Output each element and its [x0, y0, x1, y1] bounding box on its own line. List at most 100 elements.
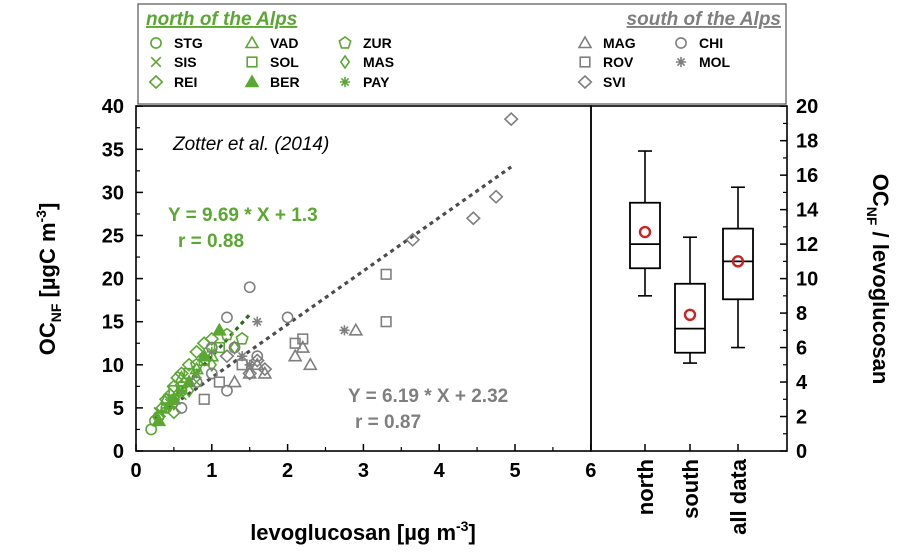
point-pay [176, 385, 187, 396]
box-category-label-all-data: all data [726, 458, 751, 535]
point-mas [206, 357, 217, 373]
point-mol [339, 325, 350, 336]
legend-south-title: south of the Alps [627, 9, 781, 30]
legend-label-rei: REI [174, 74, 197, 90]
box-plot-frame [590, 105, 788, 452]
point-mag [242, 365, 258, 379]
point-mag [227, 374, 242, 388]
y-axis-label-right: OCNF / levoglucosan [864, 174, 893, 385]
legend-label-chi: CHI [699, 35, 723, 51]
legend-label-rov: ROV [603, 54, 634, 70]
box-mean-south [683, 308, 697, 322]
point-chi [251, 350, 264, 363]
y-tick-label-15: 15 [102, 312, 124, 334]
point-ber [196, 348, 212, 362]
legend-label-stg: STG [174, 35, 203, 51]
right-tick-label-20: 20 [796, 96, 818, 118]
point-sol [213, 341, 225, 354]
right-tick-label-2: 2 [796, 407, 807, 429]
legend-marker-rei [148, 74, 164, 90]
point-chi [281, 311, 294, 324]
point-rei [181, 357, 197, 372]
legend-marker-chi [675, 37, 687, 49]
x-axis-label: levoglucosan [µg m-3] [250, 518, 476, 545]
box-mean-north [638, 225, 652, 239]
box-plots: north south all data [629, 150, 754, 535]
legend-label-vad: VAD [270, 35, 299, 51]
right-tick-label-0: 0 [796, 441, 807, 463]
point-chi [221, 311, 233, 324]
point-chi [221, 384, 233, 397]
legend-label-zur: ZUR [363, 35, 392, 51]
legend-marker-stg [150, 37, 162, 49]
box-south [674, 282, 706, 354]
legend-marker-svi [577, 74, 593, 90]
x-tick-label-4: 4 [434, 460, 446, 482]
citation: Zotter et al. (2014) [172, 134, 329, 155]
y-tick-label-35: 35 [102, 139, 124, 161]
point-rov [198, 393, 210, 405]
legend-label-mag: MAG [603, 35, 636, 51]
point-rov [297, 333, 309, 345]
right-tick-label-12: 12 [796, 234, 818, 256]
legend-marker-ber [244, 74, 260, 88]
point-pay [161, 402, 172, 413]
point-svi [488, 189, 504, 204]
legend-marker-vad [244, 35, 260, 49]
right-tick-label-8: 8 [796, 303, 807, 325]
legend-marker-zur [338, 36, 352, 49]
point-svi [257, 362, 273, 377]
x-tick-label-3: 3 [358, 460, 369, 482]
legend-label-mas: MAS [363, 54, 394, 70]
x-tick-label-0: 0 [130, 460, 141, 482]
right-tick-label-18: 18 [796, 131, 818, 153]
point-mas [183, 383, 195, 399]
legend-marker-rov [579, 56, 591, 68]
legend-label-sis: SIS [174, 54, 197, 70]
point-chi [190, 376, 203, 388]
point-svi [219, 349, 235, 364]
point-ber [212, 322, 227, 336]
legend-marker-mas [339, 54, 351, 70]
point-svi [242, 366, 258, 381]
x-tick-label-2: 2 [282, 460, 293, 482]
south-fit-equation: Y = 6.19 * X + 2.32 [348, 386, 508, 407]
y-tick-label-40: 40 [102, 96, 124, 118]
point-mol [244, 359, 255, 370]
point-svi [405, 232, 421, 247]
legend-box [137, 3, 787, 105]
y-tick-label-25: 25 [102, 226, 124, 248]
point-rov [380, 316, 392, 328]
legend-marker-mol [675, 56, 687, 68]
legend-label-svi: SVI [603, 74, 626, 90]
point-rov [213, 376, 225, 388]
legend-north-title: north of the Alps [146, 9, 297, 30]
x-tick-label-5: 5 [509, 460, 520, 482]
box-category-label-south: south [678, 459, 703, 519]
legend-marker-mag [577, 35, 593, 49]
point-svi [503, 112, 519, 127]
point-chi [243, 281, 256, 294]
point-chi [175, 401, 188, 414]
y-axis-label-left: OCNF [µgC m-3] [33, 203, 64, 356]
y-tick-label-5: 5 [113, 398, 124, 420]
point-mol [252, 316, 263, 327]
y-tick-label-20: 20 [102, 269, 124, 291]
north-fit-r: r = 0.88 [178, 231, 244, 252]
north-fit-equation: Y = 9.69 * X + 1.3 [168, 205, 318, 226]
point-mas [229, 340, 240, 355]
right-tick-label-6: 6 [796, 338, 807, 360]
right-tick-label-16: 16 [796, 165, 818, 187]
fit-lines [153, 165, 513, 420]
box-all-data [722, 227, 754, 301]
point-pay [191, 368, 202, 379]
point-mag [348, 322, 364, 336]
box-category-label-north: north [633, 459, 658, 515]
point-chi [205, 341, 218, 354]
point-svi [465, 211, 481, 226]
point-svi [249, 353, 265, 368]
y-tick-label-30: 30 [102, 182, 124, 204]
legend-label-ber: BER [270, 74, 300, 90]
point-zur [235, 331, 249, 345]
point-mol [237, 351, 248, 362]
